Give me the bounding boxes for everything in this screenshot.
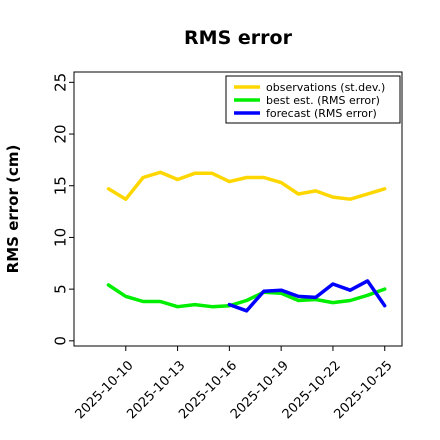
series-line-1: [106, 170, 387, 201]
y-tick-label: 15: [52, 176, 70, 195]
legend-label: forecast (RMS error): [266, 107, 377, 120]
y-tick-label: 25: [52, 73, 70, 92]
series-line-3: [227, 279, 387, 313]
series-line-2: [106, 283, 387, 309]
y-tick-label: 0: [52, 336, 70, 346]
plot-lines: [106, 170, 387, 313]
legend-label: observations (st.dev.): [266, 81, 385, 94]
y-tick-label: 20: [52, 124, 70, 143]
chart-title: RMS error: [184, 27, 293, 49]
y-axis-label: RMS error (cm): [4, 145, 22, 274]
y-tick-label: 5: [52, 284, 70, 294]
plot-frame: [73, 71, 403, 347]
y-axis: 0 5 10 15 20 25: [52, 73, 74, 346]
legend: observations (st.dev.)best est. (RMS err…: [225, 75, 401, 124]
legend-label: best est. (RMS error): [266, 94, 380, 107]
y-tick-label: 10: [52, 228, 70, 247]
